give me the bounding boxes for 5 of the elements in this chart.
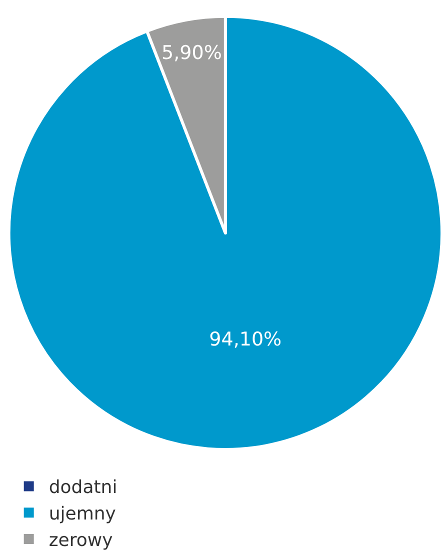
data-label: 5,90% (162, 42, 222, 64)
data-label: 94,10% (209, 328, 282, 350)
legend-label: ujemny (48, 504, 116, 525)
legend-label: zerowy (48, 530, 114, 552)
legend-label: dodatni (48, 477, 118, 498)
